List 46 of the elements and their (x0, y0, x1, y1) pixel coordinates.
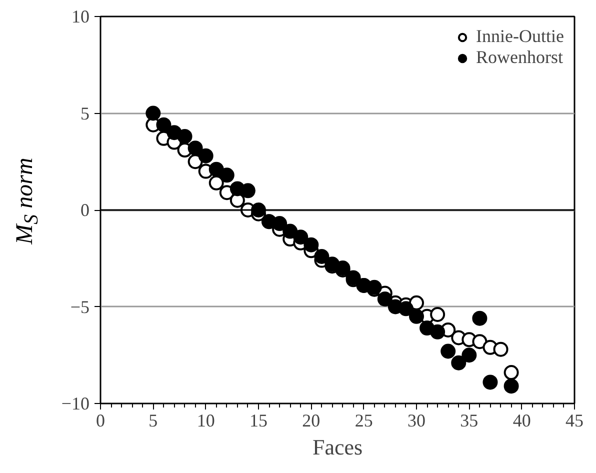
point (482, 374, 498, 390)
x-tick-label: 5 (148, 410, 158, 430)
point (177, 128, 192, 144)
point (188, 140, 203, 156)
point (208, 175, 224, 190)
point (504, 378, 519, 394)
point (146, 106, 161, 121)
x-tick-label: 35 (460, 410, 478, 430)
point (304, 237, 319, 252)
x-tick-label: 0 (96, 410, 105, 430)
point (398, 301, 414, 316)
y-tick-label: 0 (80, 200, 90, 220)
point (198, 148, 214, 164)
x-tick-label: 45 (566, 410, 584, 430)
x-axis-title: Faces (312, 434, 363, 460)
point (504, 365, 519, 380)
point (219, 168, 234, 183)
x-tick-label: 25 (354, 410, 373, 430)
y-tick-label: 5 (80, 103, 90, 124)
legend-label: Rowenhorst (476, 47, 564, 68)
legend-label: Innie-Outtie (476, 26, 564, 47)
y-tick-label: 10 (72, 6, 90, 26)
y-tick-label: −5 (70, 296, 90, 317)
point (472, 310, 488, 326)
x-tick-label: 20 (302, 410, 320, 430)
point (314, 248, 330, 264)
point (272, 216, 288, 232)
y-tick-label: −10 (61, 394, 90, 414)
point (493, 342, 508, 357)
x-tick-label: 10 (196, 410, 215, 430)
point (462, 348, 477, 363)
point (440, 344, 456, 359)
point (208, 162, 224, 177)
x-tick-label: 15 (250, 410, 268, 430)
point (451, 355, 466, 370)
point (430, 307, 446, 322)
point (293, 230, 308, 245)
point (430, 324, 446, 340)
point (156, 117, 172, 132)
x-tick-label: 40 (512, 410, 531, 430)
point (409, 308, 424, 324)
point (472, 334, 488, 350)
point (282, 224, 298, 239)
point (240, 183, 256, 198)
point (377, 292, 392, 306)
x-tick-label: 30 (408, 410, 426, 430)
